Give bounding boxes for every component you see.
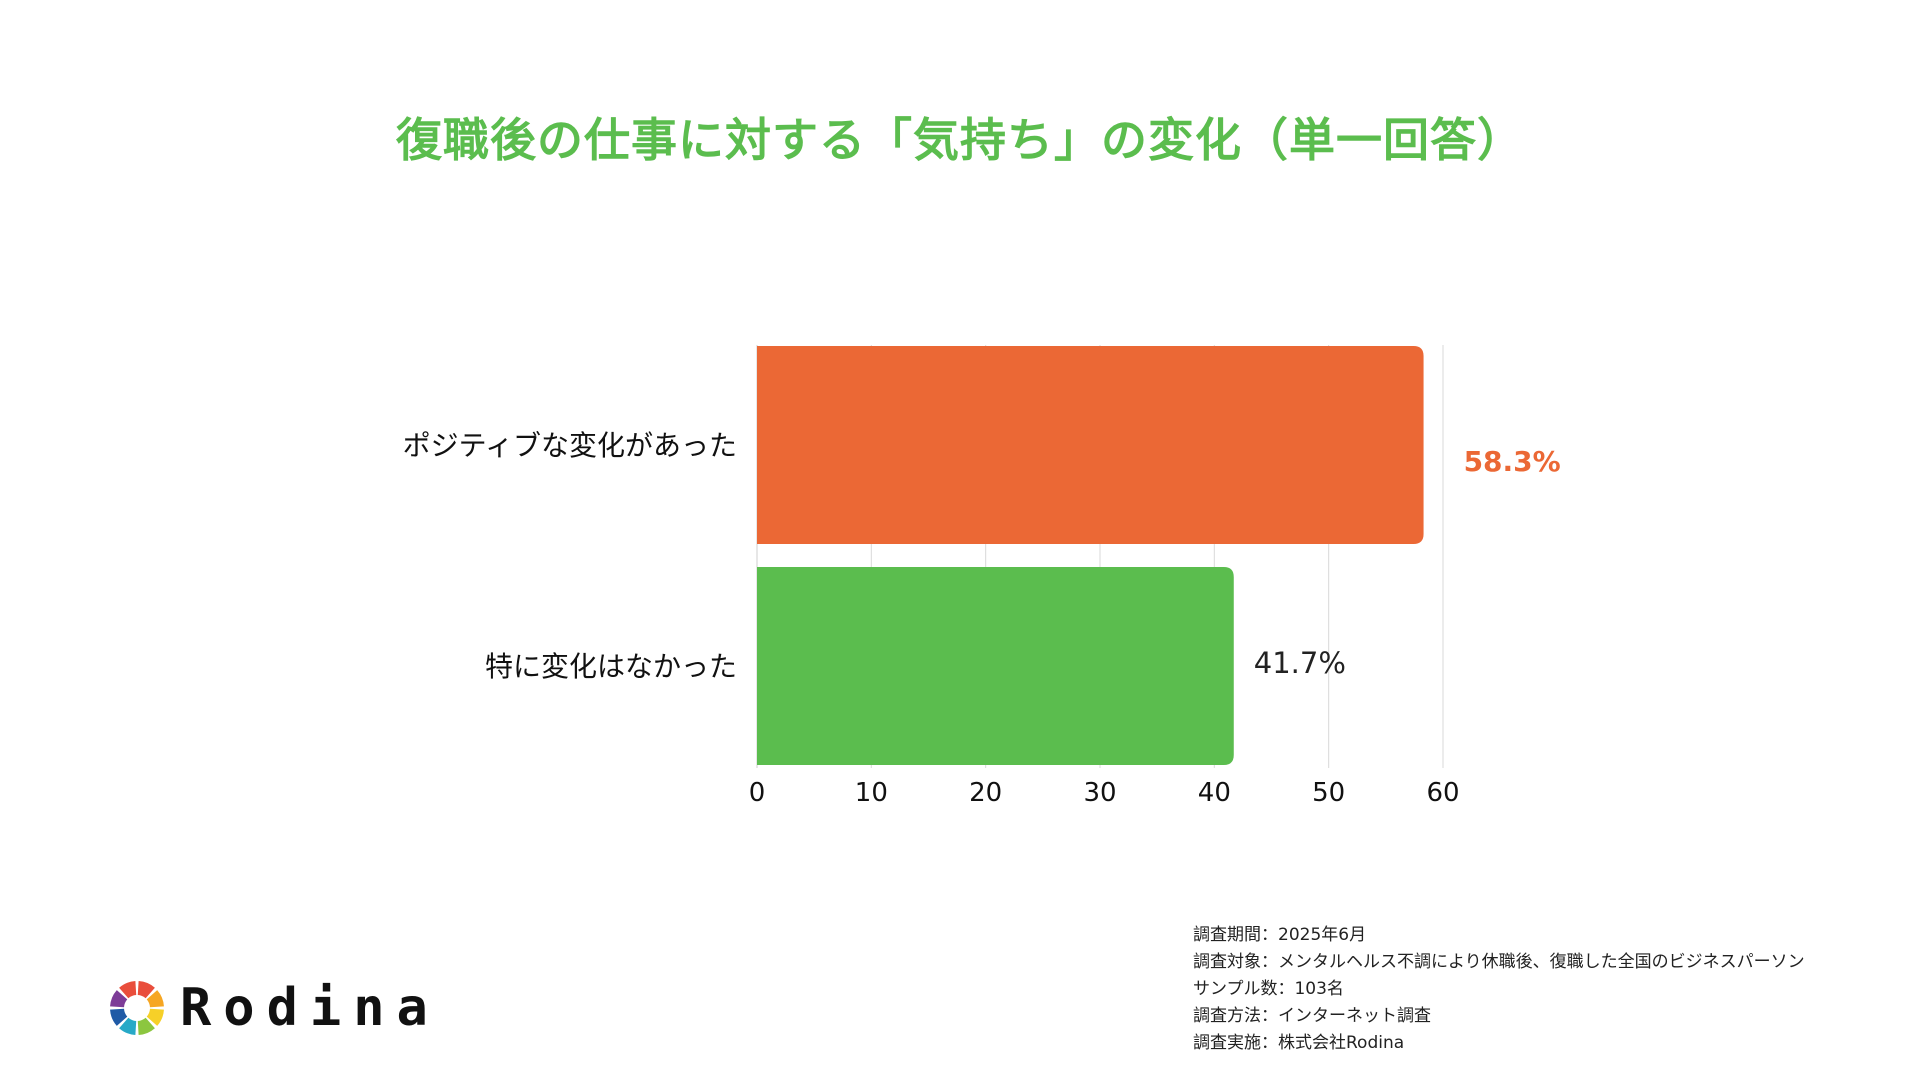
category-label: ポジティブな変化があった [403,429,737,462]
footnote-conducted-by: 調査実施：株式会社Rodina [1193,1033,1405,1053]
footnote-sample-size: サンプル数：103名 [1193,979,1344,999]
footnote-target: 調査対象：メンタルヘルス不調により休職後、復職した全国のビジネスパーソン [1193,952,1805,972]
logo-ring-segment [119,981,137,999]
x-tick-label: 30 [1083,778,1116,808]
bar [757,346,1424,544]
logo-ring-segment [137,1017,155,1035]
x-tick-label: 10 [855,778,888,808]
survey-footnote: 調査期間：2025年6月 調査対象：メンタルヘルス不調により休職後、復職した全国… [1193,922,1805,1057]
footnote-method: 調査方法：インターネット調査 [1193,1006,1431,1026]
bar [757,567,1234,765]
footnote-period: 調査期間：2025年6月 [1193,925,1367,945]
logo-wordmark: Rodina [180,978,440,1038]
logo-ring-segment [110,1008,128,1026]
x-tick-label: 0 [749,778,766,808]
value-label: 58.3% [1464,445,1561,478]
logo-ring-segment [110,990,128,1008]
x-tick-label: 60 [1426,778,1459,808]
logo-ring-icon [110,981,164,1035]
bar-chart: 0 10 20 30 40 50 60 ポジティブな変化があった 58.3% 特に変化はなかった 4… [403,345,1561,808]
labels: 0 10 20 30 40 50 60 ポジティブな変化があった 58.3% 特に変化はなかった 4… [403,429,1561,808]
rodina-logo: Rodina [108,978,440,1038]
x-tick-label: 50 [1312,778,1345,808]
value-label: 41.7% [1254,646,1346,680]
x-tick-label: 20 [969,778,1002,808]
bars [757,346,1424,765]
logo-ring-segment [146,990,164,1008]
logo-ring-segment [146,1008,164,1026]
chart-title: 復職後の仕事に対する「気持ち」の変化（単一回答） [396,113,1524,167]
category-label: 特に変化はなかった [485,650,737,683]
x-tick-label: 40 [1198,778,1231,808]
logo-ring-segment [137,981,155,999]
logo-ring-segment [119,1017,137,1035]
